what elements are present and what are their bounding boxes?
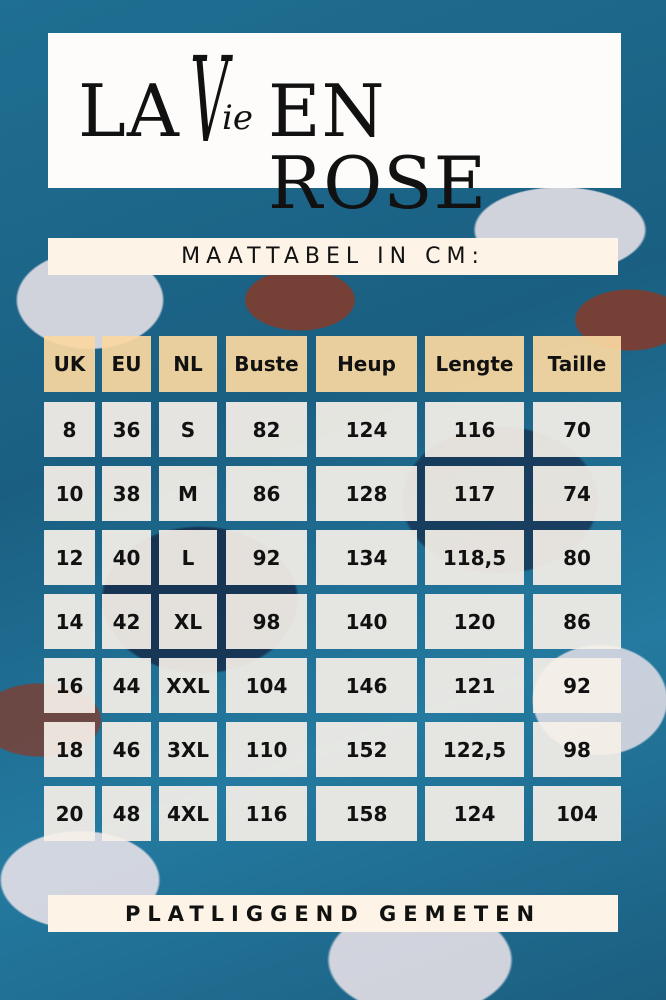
table-cell: S: [159, 402, 217, 457]
table-cell: XXL: [159, 658, 217, 713]
table-cell: 20: [44, 786, 95, 841]
table-cell: 118,5: [425, 530, 524, 585]
header-cell-lengte: Lengte: [425, 336, 524, 392]
table-cell: 152: [316, 722, 417, 777]
table-cell: 120: [425, 594, 524, 649]
table-cell: 4XL: [159, 786, 217, 841]
table-cell: 86: [533, 594, 621, 649]
table-cell: 92: [226, 530, 307, 585]
table-cell: 128: [316, 466, 417, 521]
header-cell-nl: NL: [159, 336, 217, 392]
table-cell: 110: [226, 722, 307, 777]
table-cell: 158: [316, 786, 417, 841]
table-cell: 46: [102, 722, 151, 777]
table-cell: 36: [102, 402, 151, 457]
table-cell: 116: [425, 402, 524, 457]
table-cell: 86: [226, 466, 307, 521]
table-cell: 116: [226, 786, 307, 841]
header-cell-taille: Taille: [533, 336, 621, 392]
table-cell: 82: [226, 402, 307, 457]
logo-script-ie: ie: [222, 98, 253, 138]
table-cell: 134: [316, 530, 417, 585]
table-cell: 16: [44, 658, 95, 713]
table-cell: 98: [533, 722, 621, 777]
table-cell: 117: [425, 466, 524, 521]
table-cell: 48: [102, 786, 151, 841]
table-cell: 18: [44, 722, 95, 777]
table-cell: 80: [533, 530, 621, 585]
table-cell: M: [159, 466, 217, 521]
table-cell: 140: [316, 594, 417, 649]
header-cell-eu: EU: [102, 336, 151, 392]
table-cell: 3XL: [159, 722, 217, 777]
header-cell-buste: Buste: [226, 336, 307, 392]
measurement-note: PLATLIGGEND GEMETEN: [48, 895, 618, 932]
table-cell: 74: [533, 466, 621, 521]
table-cell: 124: [425, 786, 524, 841]
table-cell: 40: [102, 530, 151, 585]
table-cell: 122,5: [425, 722, 524, 777]
table-cell: 44: [102, 658, 151, 713]
table-cell: 121: [425, 658, 524, 713]
table-title: MAATTABEL IN CM:: [48, 238, 618, 275]
table-cell: 8: [44, 402, 95, 457]
brand-logo: LA V ie EN ROSE: [48, 31, 621, 219]
table-cell: 14: [44, 594, 95, 649]
table-cell: 98: [226, 594, 307, 649]
table-cell: 12: [44, 530, 95, 585]
table-cell: 104: [533, 786, 621, 841]
table-cell: 10: [44, 466, 95, 521]
table-cell: XL: [159, 594, 217, 649]
table-cell: 146: [316, 658, 417, 713]
logo-script-v: V: [190, 31, 229, 169]
table-cell: 104: [226, 658, 307, 713]
header-cell-uk: UK: [44, 336, 95, 392]
logo-text-en-rose: EN ROSE: [268, 69, 488, 225]
table-cell: 38: [102, 466, 151, 521]
table-cell: 42: [102, 594, 151, 649]
logo-text-la: LA: [78, 69, 180, 153]
header-cell-heup: Heup: [316, 336, 417, 392]
table-cell: 92: [533, 658, 621, 713]
table-cell: 124: [316, 402, 417, 457]
table-cell: 70: [533, 402, 621, 457]
table-cell: L: [159, 530, 217, 585]
